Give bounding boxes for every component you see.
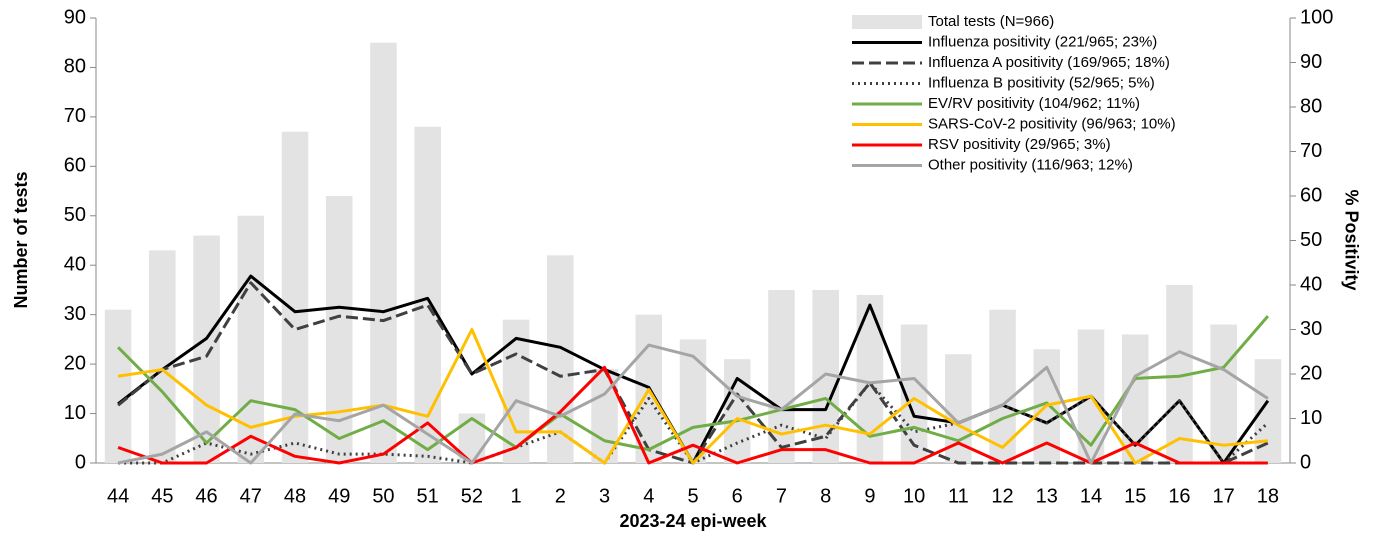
legend-label: EV/RV positivity (104/962; 11%) xyxy=(928,95,1140,112)
y-tick-label: 0 xyxy=(75,451,86,473)
x-tick-label: 51 xyxy=(417,485,439,507)
y-tick-label: 70 xyxy=(64,105,86,127)
y2-tick-label: 100 xyxy=(1300,6,1333,28)
x-tick-label: 17 xyxy=(1213,485,1235,507)
y2-tick-label: 80 xyxy=(1300,95,1322,117)
x-tick-label: 5 xyxy=(687,485,698,507)
x-tick-label: 45 xyxy=(151,485,173,507)
x-tick-label: 47 xyxy=(240,485,262,507)
legend-label: Influenza positivity (221/965; 23%) xyxy=(928,33,1157,50)
x-axis-label: 2023-24 epi-week xyxy=(619,511,767,531)
x-tick-label: 46 xyxy=(195,485,217,507)
y2-tick-label: 60 xyxy=(1300,184,1322,206)
legend-label: RSV positivity (29/965; 3%) xyxy=(928,136,1111,153)
x-tick-label: 13 xyxy=(1036,485,1058,507)
x-tick-label: 16 xyxy=(1168,485,1190,507)
y2-tick-label: 90 xyxy=(1300,51,1322,73)
bar xyxy=(414,126,441,464)
x-tick-label: 48 xyxy=(284,485,306,507)
line xyxy=(117,343,1269,465)
x-tick-label: 11 xyxy=(948,485,969,507)
x-tick-label: 52 xyxy=(461,485,483,507)
y-tick-label: 30 xyxy=(64,303,86,325)
x-tick-label: 9 xyxy=(864,485,875,507)
y2-tick-label: 10 xyxy=(1300,407,1322,429)
x-tick-label: 49 xyxy=(328,485,350,507)
bar xyxy=(679,339,707,463)
legend-label: Influenza A positivity (169/965; 18%) xyxy=(928,54,1170,71)
legend-label: Other positivity (116/963; 12%) xyxy=(928,156,1133,173)
y-tick-label: 10 xyxy=(64,402,86,424)
legend-swatch xyxy=(852,15,922,29)
y-tick-label: 20 xyxy=(64,352,86,374)
x-tick-label: 8 xyxy=(820,485,831,507)
x-tick-label: 2 xyxy=(555,485,566,507)
bar xyxy=(723,359,751,463)
y-tick-label: 50 xyxy=(64,204,86,226)
y-tick-label: 40 xyxy=(64,254,86,276)
bar xyxy=(104,309,132,463)
bar xyxy=(1210,324,1237,463)
x-tick-label: 12 xyxy=(991,485,1013,507)
x-tick-label: 18 xyxy=(1257,485,1279,507)
y-tick-label: 60 xyxy=(64,155,86,177)
legend-label: Influenza B positivity (52/965; 5%) xyxy=(928,74,1155,91)
bar xyxy=(370,42,397,463)
y2-tick-label: 40 xyxy=(1300,273,1322,295)
x-tick-label: 4 xyxy=(643,485,654,507)
x-tick-label: 7 xyxy=(776,485,787,507)
x-tick-label: 14 xyxy=(1080,485,1102,507)
bar xyxy=(325,196,353,463)
x-tick-label: 10 xyxy=(903,485,925,507)
legend-label: SARS-CoV-2 positivity (96/963; 10%) xyxy=(928,115,1176,132)
x-tick-label: 44 xyxy=(107,485,129,507)
x-tick-label: 50 xyxy=(372,485,394,507)
y-axis-label: Number of tests xyxy=(11,171,31,308)
x-tick-label: 3 xyxy=(599,485,610,507)
x-tick-label: 6 xyxy=(732,485,743,507)
bar xyxy=(547,255,574,463)
y-tick-label: 90 xyxy=(64,6,86,28)
line xyxy=(117,365,1268,465)
legend-label: Total tests (N=966) xyxy=(928,13,1054,30)
x-tick-label: 1 xyxy=(511,485,522,507)
y2-tick-label: 30 xyxy=(1300,318,1322,340)
bar xyxy=(149,250,176,463)
y2-tick-label: 70 xyxy=(1300,140,1322,162)
bar xyxy=(945,354,972,463)
y2-axis-label: % Positivity xyxy=(1341,189,1361,290)
bar xyxy=(193,235,220,463)
y2-tick-label: 20 xyxy=(1300,362,1322,384)
y-tick-label: 80 xyxy=(64,56,86,78)
x-tick-label: 15 xyxy=(1124,485,1146,507)
y2-tick-label: 0 xyxy=(1300,451,1311,473)
y2-tick-label: 50 xyxy=(1300,229,1322,251)
